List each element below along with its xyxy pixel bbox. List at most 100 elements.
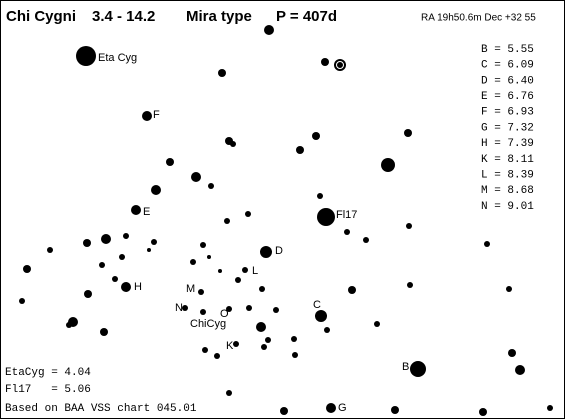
title: Chi Cygni <box>6 8 76 25</box>
variable-type: Mira type <box>186 8 252 25</box>
star <box>218 69 226 77</box>
star <box>256 322 266 332</box>
star <box>66 322 72 328</box>
comparison-magnitude: G = 7.32 <box>481 122 534 134</box>
reference-magnitude: Fl17 = 5.06 <box>5 384 91 396</box>
star <box>190 259 196 265</box>
star <box>326 403 336 413</box>
star <box>226 390 232 396</box>
star-label: M <box>186 283 195 295</box>
star <box>265 337 271 343</box>
comparison-list: B = 5.55 C = 6.09 D = 6.40 E = 6.76 F = 6.93… <box>481 44 534 213</box>
star <box>200 309 206 315</box>
period: P = 407d <box>276 8 337 25</box>
star <box>506 286 512 292</box>
star <box>84 290 92 298</box>
star <box>291 336 297 342</box>
star-label: Eta Cyg <box>98 52 137 64</box>
star <box>151 239 157 245</box>
star-label: N <box>175 302 183 314</box>
star <box>208 183 214 189</box>
comparison-magnitude: B = 5.55 <box>481 44 534 56</box>
star <box>100 328 108 336</box>
variable-star-ring <box>336 61 344 69</box>
star <box>121 282 131 292</box>
comparison-magnitude: M = 8.68 <box>481 185 534 197</box>
star-label: F <box>153 109 160 121</box>
star <box>214 353 220 359</box>
star-label: H <box>134 281 142 293</box>
star <box>202 347 208 353</box>
star <box>131 205 141 215</box>
star <box>47 247 53 253</box>
star-label: D <box>275 245 283 257</box>
star-label: E <box>143 206 150 218</box>
star <box>23 265 31 273</box>
star <box>191 172 201 182</box>
magnitude-range: 3.4 - 14.2 <box>92 8 155 25</box>
star <box>479 408 487 416</box>
star <box>200 242 206 248</box>
star <box>484 241 490 247</box>
star <box>19 298 25 304</box>
star <box>119 254 125 260</box>
star-label: ChiCyg <box>190 318 226 330</box>
star <box>224 218 230 224</box>
comparison-magnitude: C = 6.09 <box>481 60 534 72</box>
star-label: Fl17 <box>336 209 357 221</box>
comparison-magnitude: H = 7.39 <box>481 138 534 150</box>
star <box>407 282 413 288</box>
star <box>410 361 426 377</box>
star <box>312 132 320 140</box>
star <box>292 352 298 358</box>
star <box>321 58 329 66</box>
star <box>261 344 267 350</box>
comparison-magnitude: L = 8.39 <box>481 170 534 182</box>
comparison-magnitude: K = 8.11 <box>481 154 534 166</box>
star <box>207 255 211 259</box>
stars <box>19 25 553 416</box>
star-label: L <box>252 265 258 277</box>
star-label: O <box>220 308 229 320</box>
star <box>515 365 525 375</box>
star <box>76 46 96 66</box>
star <box>142 111 152 121</box>
comparison-magnitude: D = 6.40 <box>481 75 534 87</box>
star <box>406 223 412 229</box>
star <box>348 286 356 294</box>
star <box>198 289 204 295</box>
star-label: B <box>402 361 409 373</box>
star <box>296 146 304 154</box>
star <box>151 185 161 195</box>
comparison-magnitude: E = 6.76 <box>481 91 534 103</box>
star <box>317 208 335 226</box>
source-note: Based on BAA VSS chart 045.01 <box>5 403 197 415</box>
star <box>508 349 516 357</box>
star <box>391 406 399 414</box>
star-label: C <box>313 299 321 311</box>
star <box>273 307 279 313</box>
star <box>317 193 323 199</box>
reference-magnitude: EtaCyg = 4.04 <box>5 367 91 379</box>
star <box>218 269 222 273</box>
star <box>182 305 188 311</box>
star <box>99 262 105 268</box>
star <box>226 306 232 312</box>
star <box>166 158 174 166</box>
coordinates: RA 19h50.6m Dec +32 55 <box>421 13 536 24</box>
star <box>123 233 129 239</box>
comparison-magnitude: N = 9.01 <box>481 201 534 213</box>
star <box>230 141 236 147</box>
star <box>381 158 395 172</box>
star-label: K <box>226 340 234 352</box>
comparison-magnitude: F = 6.93 <box>481 107 534 119</box>
star <box>315 310 327 322</box>
star <box>259 286 265 292</box>
star-label: G <box>338 402 347 414</box>
star <box>246 305 252 311</box>
star <box>260 246 272 258</box>
star <box>547 405 553 411</box>
